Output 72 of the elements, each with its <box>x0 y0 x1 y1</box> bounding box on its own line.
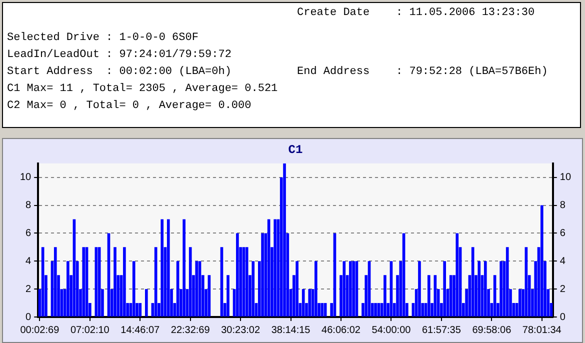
text: C1 Max= 11 , Total= 2305 , Average= 0.521 <box>7 82 279 97</box>
text: LeadIn/LeadOut : 97:24:01/79:59:72 <box>7 48 232 63</box>
bar <box>352 261 355 316</box>
bar <box>261 233 264 316</box>
y2-tick-label: 0 <box>560 312 566 323</box>
bar <box>456 233 459 316</box>
bar <box>160 219 164 316</box>
x-tick-label: 14:46:07 <box>120 324 160 336</box>
y-tick-label: 10 <box>20 172 32 184</box>
x-tick-label: 54:00:00 <box>372 324 412 336</box>
x-tick-label: 46:06:02 <box>322 324 361 336</box>
bar <box>274 219 277 316</box>
y2-tick-label: 6 <box>560 228 566 239</box>
bar <box>349 261 352 316</box>
y2-tick-label: 8 <box>560 200 566 212</box>
bar <box>478 261 481 316</box>
bar <box>54 247 57 316</box>
bar <box>138 303 142 316</box>
bar <box>518 289 522 316</box>
bar <box>114 247 116 316</box>
bar <box>384 275 386 316</box>
bar <box>123 247 126 316</box>
bar <box>484 261 487 316</box>
text: C2 Max= 0 , Total= 0 , Average= 0.000 <box>7 99 252 114</box>
bar <box>500 261 502 316</box>
x-tick-label: 22:32:69 <box>170 324 210 336</box>
y2-tick-label: 4 <box>560 256 566 267</box>
bar <box>182 219 186 316</box>
bar <box>226 275 230 316</box>
bar <box>418 261 421 316</box>
x-tick-label: 00:02:69 <box>20 324 60 336</box>
y2-tick-label: 10 <box>560 172 572 184</box>
y-tick-label: 8 <box>26 200 32 212</box>
bar <box>314 261 318 316</box>
bar <box>145 289 148 316</box>
bar <box>66 261 70 316</box>
bar <box>236 233 239 316</box>
text: Selected Drive : 1-0-0-0 6S0F <box>7 31 200 46</box>
bar <box>506 247 509 316</box>
text: Create Date : 11.05.2006 13:23:30 <box>297 6 535 21</box>
x-tick-label: 61:57:35 <box>422 324 462 336</box>
text: Start Address : 00:02:00 (LBA=0h) <box>7 65 232 80</box>
text: End Address : 79:52:28 (LBA=57B6Eh) <box>297 65 548 80</box>
x-tick-label: 30:23:02 <box>221 324 260 336</box>
bar <box>283 163 286 316</box>
x-tick-label: 07:02:10 <box>70 324 110 336</box>
bar <box>188 247 192 316</box>
y2-tick-label: 2 <box>560 284 566 295</box>
bar <box>308 289 312 316</box>
bar <box>374 303 377 316</box>
y-tick-label: 4 <box>26 256 32 267</box>
bar <box>245 247 248 316</box>
bar <box>540 205 544 316</box>
y-tick-label: 2 <box>26 284 32 295</box>
bar <box>471 247 474 316</box>
x-tick-label: 69:58:06 <box>472 324 512 336</box>
bar <box>296 261 298 316</box>
bar <box>449 275 452 316</box>
bar <box>443 261 446 316</box>
bar <box>195 261 198 316</box>
x-tick-label: 78:01:34 <box>522 324 562 336</box>
bar <box>132 261 136 316</box>
bar <box>166 219 170 316</box>
x-tick-label: 38:14:15 <box>271 324 311 336</box>
chart-title: C1 <box>288 143 303 158</box>
bar <box>302 289 305 316</box>
bar <box>252 261 255 316</box>
y-tick-label: 0 <box>26 312 32 323</box>
bar <box>82 247 86 316</box>
y-tick-label: 6 <box>26 228 32 239</box>
bar <box>427 275 430 316</box>
bar <box>342 261 346 316</box>
